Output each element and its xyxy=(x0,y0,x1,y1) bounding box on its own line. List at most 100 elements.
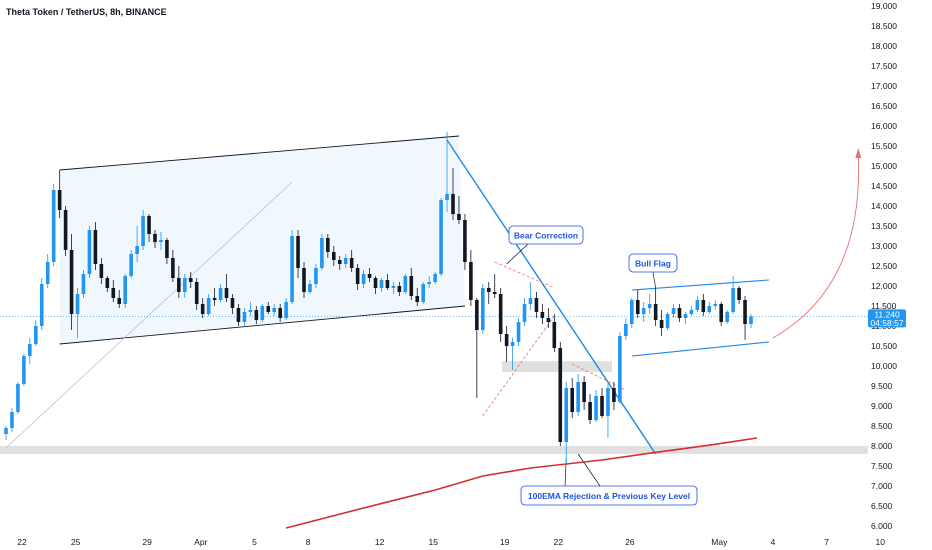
candle xyxy=(117,290,122,308)
candle xyxy=(278,304,282,322)
x-tick-label: 25 xyxy=(71,537,81,547)
candle xyxy=(57,170,62,218)
x-tick-label: 4 xyxy=(771,537,776,547)
candle xyxy=(665,312,670,330)
candle xyxy=(630,298,634,328)
candle xyxy=(141,210,145,250)
candle xyxy=(260,304,265,322)
candle xyxy=(284,298,288,320)
candle xyxy=(105,276,110,292)
x-tick-label: 7 xyxy=(824,537,829,547)
candle xyxy=(481,284,485,334)
candle xyxy=(391,282,396,294)
x-tick-label: 15 xyxy=(429,537,439,547)
candle xyxy=(4,426,8,440)
candle xyxy=(93,222,98,270)
candle xyxy=(332,246,336,266)
candle xyxy=(683,312,688,324)
bull-flag-lower xyxy=(631,341,769,357)
y-tick-label: 14.000 xyxy=(871,201,897,211)
candle xyxy=(123,274,127,308)
candle xyxy=(135,226,139,262)
candle xyxy=(183,274,187,298)
y-tick-label: 9.500 xyxy=(871,381,893,391)
candle xyxy=(361,270,366,288)
y-tick-label: 13.000 xyxy=(871,241,897,251)
ema-callout-pointer-2 xyxy=(577,453,601,487)
y-tick-label: 9.000 xyxy=(871,401,893,411)
candle xyxy=(337,256,342,270)
channel-lower-line xyxy=(59,305,465,345)
x-tick-label: 22 xyxy=(17,537,27,547)
candle xyxy=(677,304,682,322)
candle xyxy=(534,292,539,318)
candle xyxy=(51,184,56,266)
last-price-value: 11.240 xyxy=(874,309,900,319)
candle xyxy=(492,274,497,298)
candle xyxy=(647,294,652,314)
candle xyxy=(475,298,479,398)
candle xyxy=(445,132,449,212)
candle xyxy=(28,338,32,364)
candle xyxy=(343,254,348,268)
candle xyxy=(39,278,44,330)
candle xyxy=(188,272,193,288)
candle xyxy=(355,264,360,290)
candle xyxy=(397,282,402,296)
candle xyxy=(290,230,294,304)
x-tick-label: 29 xyxy=(142,537,152,547)
candle xyxy=(248,302,253,316)
x-tick-label: Apr xyxy=(194,537,207,547)
annotations: Bear Correction Bull Flag 100EMA Rejecti… xyxy=(508,225,698,506)
candle xyxy=(624,318,628,340)
candle xyxy=(701,294,706,316)
candle xyxy=(326,234,330,258)
x-tick-label: 8 xyxy=(306,537,311,547)
bull-flag-box xyxy=(628,253,678,273)
candle xyxy=(75,288,80,338)
candle xyxy=(129,250,133,278)
candle xyxy=(367,268,372,282)
candle xyxy=(695,296,700,312)
y-tick-label: 19.000 xyxy=(871,1,897,11)
resistance-zone xyxy=(502,361,612,372)
key-level-zone xyxy=(0,446,868,454)
time-axis[interactable]: 22 25 29 Apr 5 8 12 15 19 22 26 May 4 7 10 xyxy=(17,537,885,547)
y-tick-label: 10.000 xyxy=(871,361,897,371)
candle xyxy=(749,314,753,328)
y-tick-label: 11.500 xyxy=(871,301,897,311)
candle xyxy=(409,268,414,300)
candle xyxy=(516,318,521,346)
candle xyxy=(540,304,545,324)
candle xyxy=(552,314,557,352)
candle xyxy=(34,320,38,346)
y-tick-label: 17.000 xyxy=(871,81,897,91)
candle xyxy=(689,306,694,316)
candle xyxy=(457,196,461,224)
candle xyxy=(415,288,420,306)
candle xyxy=(81,270,86,298)
candle xyxy=(266,302,271,314)
candle xyxy=(558,342,563,446)
candle xyxy=(731,276,735,314)
candle xyxy=(618,332,622,404)
candle xyxy=(373,276,378,294)
x-tick-label: 10 xyxy=(876,537,886,547)
candle xyxy=(224,274,229,302)
y-tick-label: 12.000 xyxy=(871,281,897,291)
y-tick-label: 14.500 xyxy=(871,181,897,191)
y-tick-label: 10.500 xyxy=(871,341,897,351)
candle xyxy=(427,276,431,288)
projection-arrowhead xyxy=(855,148,862,158)
chart-title: Theta Token / TetherUS, 8h, BINANCE xyxy=(6,7,167,17)
candle xyxy=(218,284,223,302)
candle xyxy=(588,394,592,424)
channel-fill xyxy=(59,136,465,344)
candlestick-series xyxy=(4,132,753,464)
candle xyxy=(594,390,598,422)
candle xyxy=(564,382,569,464)
diagonal-line xyxy=(5,181,293,449)
price-axis[interactable]: 6.000 6.500 7.000 7.500 8.000 8.500 9.000 9.500… xyxy=(868,0,932,550)
candle xyxy=(486,282,491,304)
